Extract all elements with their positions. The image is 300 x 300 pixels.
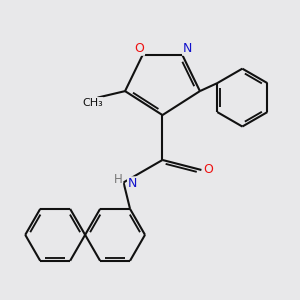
Text: O: O xyxy=(203,164,213,176)
Text: O: O xyxy=(135,42,145,55)
Text: N: N xyxy=(128,177,137,190)
Text: H: H xyxy=(114,173,123,186)
Text: CH₃: CH₃ xyxy=(82,98,103,108)
Text: N: N xyxy=(183,42,192,55)
